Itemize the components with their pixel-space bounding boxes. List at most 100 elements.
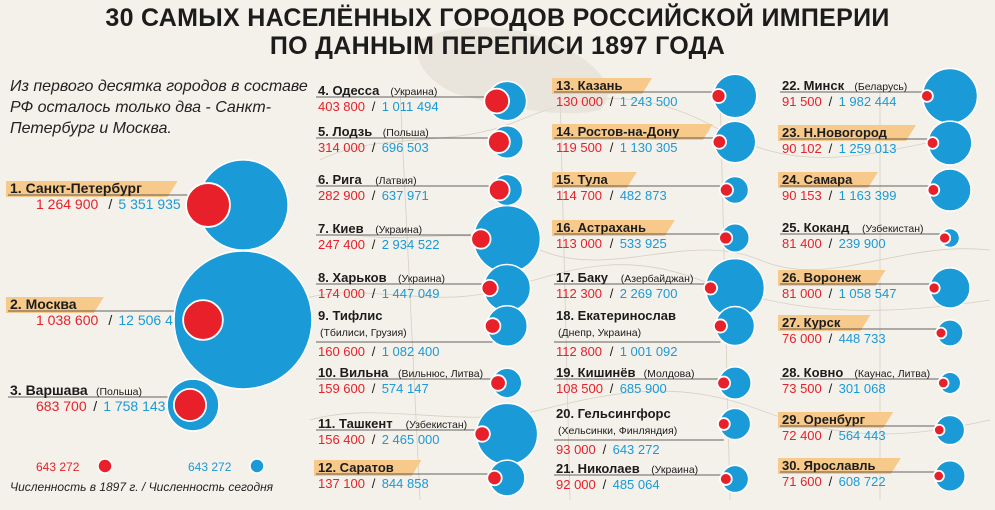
bubble-1897 [937, 376, 950, 390]
city-country: (Молдова) [644, 368, 695, 380]
value-separator: / [829, 286, 833, 301]
value-1897: 119 500 [556, 140, 602, 155]
value-1897: 113 000 [556, 236, 602, 251]
bubble-1897 [712, 318, 728, 334]
city-name: 8. Харьков [318, 270, 387, 285]
city-country: (Узбекистан) [406, 419, 468, 431]
value-1897: 156 400 [318, 432, 365, 447]
bubble-1897 [938, 231, 952, 245]
bubble-1897 [483, 87, 510, 115]
value-today: 533 925 [620, 236, 667, 251]
bubble-1897 [487, 130, 511, 154]
city-name: 28. Ковно [782, 365, 843, 380]
bubble-1897 [925, 136, 940, 150]
russia-label-banner [778, 125, 916, 141]
value-1897: 81 400 [782, 236, 822, 251]
russia-label-banner [778, 315, 871, 331]
value-separator: / [108, 196, 112, 212]
city-name: 2. Москва [10, 296, 77, 312]
value-separator: / [829, 188, 833, 203]
bubble-1897 [487, 178, 511, 202]
value-1897: 112 300 [556, 286, 602, 301]
bubble-1897 [473, 425, 491, 443]
russia-label-banner [314, 460, 422, 476]
value-today: 482 873 [620, 188, 667, 203]
value-separator: / [829, 236, 833, 251]
value-separator: / [610, 188, 614, 203]
value-separator: / [372, 381, 376, 396]
city-name: 25. Коканд [782, 220, 850, 235]
value-separator: / [610, 344, 614, 359]
value-1897: 90 153 [782, 188, 822, 203]
value-today: 1 082 400 [382, 344, 440, 359]
bubble-1897 [933, 423, 946, 437]
value-1897: 91 500 [782, 94, 822, 109]
bubble-1897 [489, 374, 507, 392]
legend-sample-red: 643 272 [36, 460, 80, 474]
value-1897: 73 500 [782, 381, 822, 396]
city-name: 21. Николаев [556, 461, 640, 476]
bubble-1897 [716, 417, 731, 431]
city-name: 22. Минск [782, 78, 845, 93]
value-separator: / [610, 94, 614, 109]
russia-label-banner [6, 297, 104, 313]
value-today: 696 503 [382, 140, 429, 155]
title-line-2: ПО ДАННЫМ ПЕРЕПИСИ 1897 ГОДА [269, 32, 726, 60]
russia-label-banner [778, 412, 894, 428]
value-today: 1 758 143 [103, 398, 165, 414]
bubble-1897 [182, 299, 224, 341]
city-name: 3. Варшава [10, 382, 88, 398]
russia-label-banner [552, 172, 637, 188]
value-today: 239 900 [839, 236, 886, 251]
bubble-1897 [920, 89, 934, 103]
russia-label-banner [778, 172, 878, 188]
city-name: 14. Ростов-на-Дону [556, 124, 680, 139]
city-country: (Украина) [390, 86, 437, 98]
legend-caption: Численность в 1897 г. / Численность сего… [10, 480, 274, 494]
city-country: (Польша) [96, 386, 142, 398]
city-country: (Украина) [398, 273, 445, 285]
bubble-1897 [718, 230, 734, 246]
city-country: (Днепр, Украина) [558, 327, 641, 339]
city-name: 27. Курск [782, 315, 841, 330]
city-name: 17. Баку [556, 270, 609, 285]
bubble-1897 [480, 278, 499, 298]
value-separator: / [108, 312, 112, 328]
value-today: 685 900 [620, 381, 667, 396]
city-country: (Беларусь) [854, 81, 907, 93]
city-country: (Польша) [383, 127, 429, 139]
value-1897: 72 400 [782, 428, 822, 443]
value-1897: 1 038 600 [36, 312, 98, 328]
bubble-1897 [934, 326, 948, 340]
russia-label-banner [552, 78, 652, 94]
value-today: 2 269 700 [620, 286, 678, 301]
legend-dot-blue [249, 458, 265, 474]
value-today: 1 447 049 [382, 286, 440, 301]
city-country: (Азербайджан) [621, 273, 694, 285]
value-1897: 90 102 [782, 141, 822, 156]
value-separator: / [603, 477, 607, 492]
value-1897: 282 900 [318, 188, 365, 203]
bubble-1897 [185, 182, 231, 228]
value-1897: 108 500 [556, 381, 603, 396]
city-country: (Украина) [651, 464, 698, 476]
value-1897: 112 800 [556, 344, 602, 359]
value-today: 5 351 935 [118, 196, 180, 212]
value-1897: 76 000 [782, 331, 822, 346]
city-name: 23. Н.Новогород [782, 125, 888, 140]
value-separator: / [829, 474, 833, 489]
value-separator: / [372, 99, 376, 114]
city-name: 19. Кишинёв [556, 365, 636, 380]
legend-sample-blue: 643 272 [188, 460, 232, 474]
value-separator: / [372, 344, 376, 359]
city-name: 12. Саратов [318, 460, 394, 475]
city-country: (Узбекистан) [862, 223, 924, 235]
russia-label-banner [552, 220, 675, 236]
value-separator: / [829, 331, 833, 346]
city-name: 24. Самара [782, 172, 853, 187]
city-name: 29. Оренбург [782, 412, 866, 427]
value-separator: / [372, 140, 376, 155]
value-separator: / [610, 286, 614, 301]
value-1897: 81 000 [782, 286, 822, 301]
city-name: 18. Екатеринослав [556, 308, 676, 323]
